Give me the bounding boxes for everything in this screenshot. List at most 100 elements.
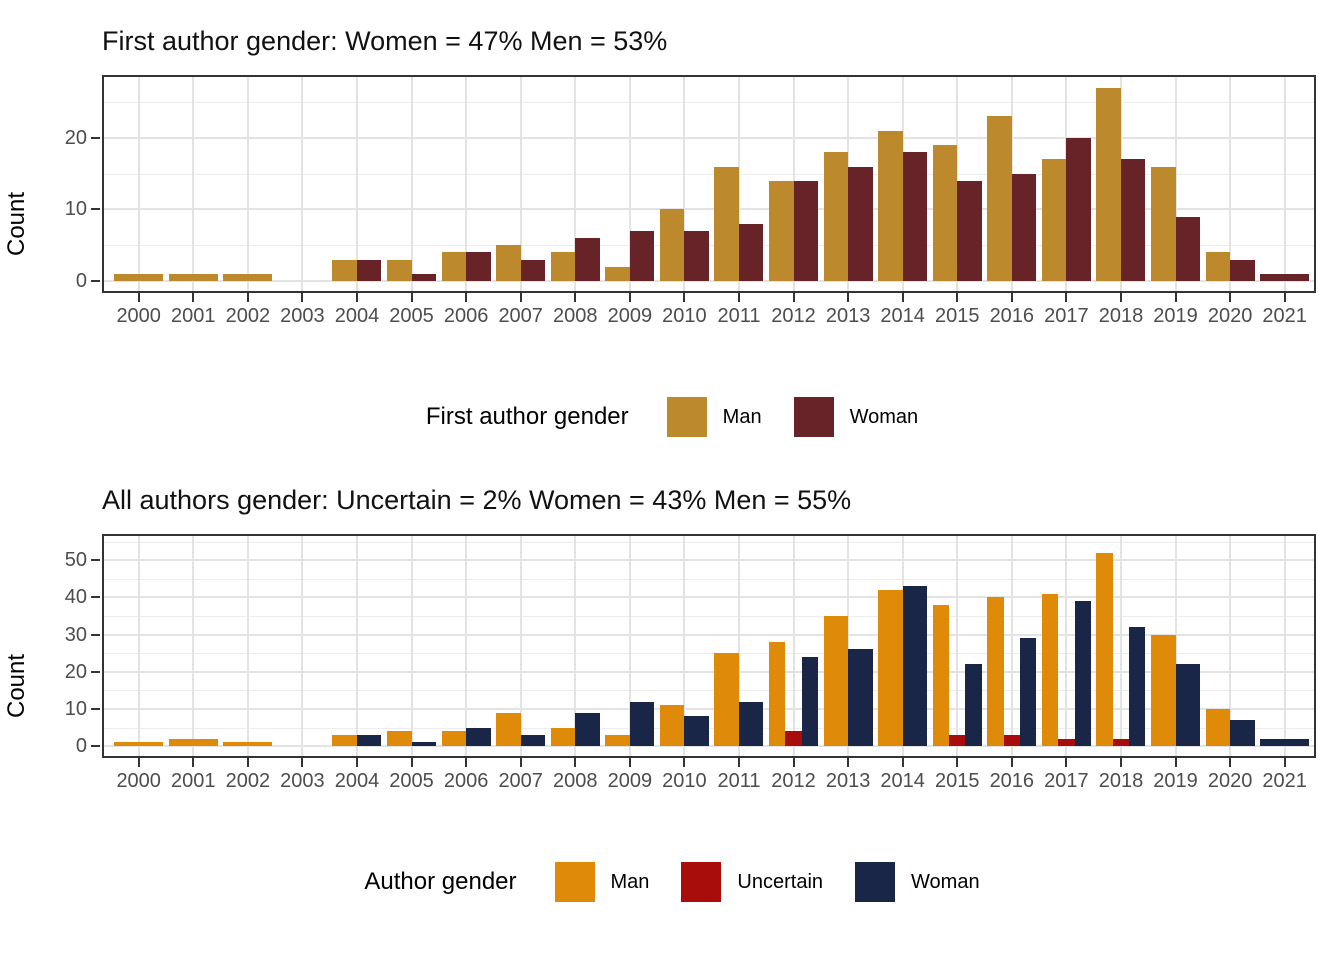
gridline-v — [465, 77, 468, 292]
gridline-h — [104, 136, 1314, 139]
bar-uncertain-2012 — [785, 731, 802, 747]
x-tick-label: 2021 — [1262, 770, 1307, 793]
x-tick-mark — [410, 293, 413, 303]
gridline-v — [628, 536, 631, 757]
plot-area-first-author: 0 10 20 2000 2001 2002 2003 2004 2005 2006 2007 200… — [65, 75, 1316, 333]
bar-woman-2006 — [466, 727, 491, 747]
gridline-v — [683, 77, 686, 292]
gridline-v — [1229, 77, 1232, 292]
x-tick-mark — [246, 758, 249, 768]
bar-woman-2005 — [411, 273, 437, 282]
y-tick-label: 10 — [64, 697, 87, 720]
x-tick-mark — [1010, 758, 1013, 768]
legend-item-man: Man — [554, 862, 649, 903]
bar-man-2014 — [878, 590, 903, 747]
x-tick-mark — [355, 293, 358, 303]
x-tick-label: 2011 — [717, 770, 761, 793]
x-tick-label: 2007 — [498, 770, 543, 793]
gridline-v — [410, 77, 413, 292]
gridline-v — [847, 536, 850, 757]
x-tick-label: 2003 — [280, 770, 325, 793]
bar-woman-2016 — [1019, 638, 1037, 747]
x-tick-mark — [737, 758, 740, 768]
x-tick-mark — [519, 293, 522, 303]
legend-item-man: Man — [666, 397, 762, 438]
bar-man-2013 — [823, 616, 849, 747]
chart-body-all-authors: Count 0 10 20 30 40 50 2000 2001 2002 2003 2004 200… — [0, 534, 1344, 798]
bar-woman-2007 — [520, 259, 546, 282]
legend-label-woman: Woman — [849, 405, 919, 428]
gridline-v — [410, 536, 413, 757]
x-tick-mark — [574, 758, 577, 768]
bar-woman-2021 — [1260, 738, 1310, 747]
bar-woman-2012 — [793, 180, 819, 282]
bar-woman-2008 — [575, 712, 600, 747]
bar-woman-2011 — [738, 223, 764, 282]
x-tick-label: 2006 — [443, 305, 489, 328]
gridline-v — [192, 536, 195, 757]
legend-all-authors-gender: Author gender Man Uncertain Woman — [0, 860, 1344, 904]
x-tick-mark — [1119, 758, 1122, 768]
bar-man-2018 — [1096, 87, 1121, 282]
x-tick-label: 2017 — [1044, 770, 1089, 793]
bar-woman-2014 — [902, 586, 928, 747]
bar-man-2007 — [496, 712, 521, 747]
chart-all-authors-gender: All authors gender: Uncertain = 2% Women… — [0, 485, 1344, 798]
bar-man-2007 — [496, 245, 521, 282]
x-tick-mark — [1065, 293, 1068, 303]
bar-man-2001 — [168, 738, 218, 747]
y-tick-mark — [91, 745, 100, 748]
gridline-v — [355, 536, 358, 757]
bar-woman-2009 — [629, 230, 655, 282]
bar-woman-2005 — [411, 742, 437, 747]
gridline-h — [104, 245, 1314, 247]
bar-man-2004 — [332, 734, 357, 747]
bar-man-2000 — [114, 273, 164, 282]
gridline-v — [737, 536, 740, 757]
bar-woman-2015 — [965, 664, 982, 747]
x-tick-label: 2001 — [171, 770, 216, 793]
gridline-v — [574, 536, 577, 757]
y-tick-label: 30 — [64, 623, 87, 646]
bar-man-2015 — [932, 604, 950, 747]
x-tick-label: 2009 — [607, 305, 653, 328]
man-color-swatch — [554, 862, 595, 903]
gridline-v — [1283, 536, 1286, 757]
legend-first-author-gender: First author gender Man Woman — [0, 395, 1344, 439]
x-tick-mark — [465, 293, 468, 303]
uncertain-color-swatch — [681, 862, 722, 903]
bar-woman-2013 — [848, 166, 873, 282]
legend-item-uncertain: Uncertain — [681, 862, 823, 903]
gridline-v — [355, 77, 358, 292]
bar-woman-2017 — [1074, 601, 1091, 747]
bar-man-2019 — [1151, 166, 1176, 282]
gridline-v — [465, 536, 468, 757]
x-tick-mark — [192, 293, 195, 303]
gridline-h — [104, 633, 1314, 636]
bar-man-2015 — [932, 145, 958, 282]
bar-man-2000 — [114, 742, 164, 747]
bar-woman-2008 — [575, 238, 600, 282]
x-tick-mark — [410, 758, 413, 768]
x-tick-mark — [901, 293, 904, 303]
x-tick-label: 2002 — [225, 305, 271, 328]
y-tick-mark — [91, 670, 100, 673]
x-tick-mark — [1119, 293, 1122, 303]
x-tick-label: 2013 — [825, 305, 871, 328]
bar-man-2013 — [823, 152, 849, 282]
x-tick-mark — [956, 758, 959, 768]
x-tick-mark — [901, 758, 904, 768]
gridline-v — [137, 536, 140, 757]
chart-body-first-author: Count 0 10 20 2000 2001 2002 2003 2004 2005 2006 2… — [0, 75, 1344, 333]
gridline-v — [1065, 536, 1068, 757]
x-tick-label: 2015 — [935, 770, 980, 793]
x-tick-mark — [301, 758, 304, 768]
gridline-h — [104, 707, 1314, 710]
bar-woman-2018 — [1129, 627, 1146, 747]
bar-uncertain-2016 — [1003, 734, 1020, 747]
gridline-v — [246, 77, 249, 292]
bar-man-2006 — [441, 252, 467, 282]
bar-man-2010 — [659, 209, 685, 282]
bar-woman-2013 — [848, 649, 873, 747]
gridline-h — [104, 559, 1314, 562]
